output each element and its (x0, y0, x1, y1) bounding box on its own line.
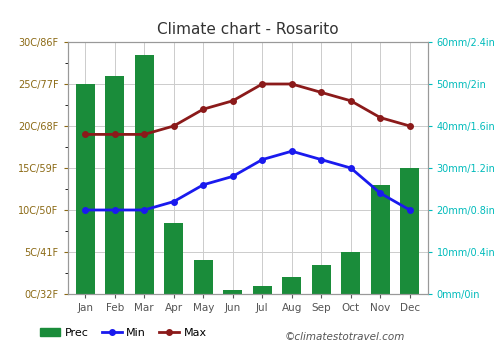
Bar (105, 76, 124, 294)
Bar (341, 252, 360, 294)
Bar (400, 168, 419, 294)
Bar (223, 290, 242, 294)
Bar (164, 223, 184, 294)
Bar (282, 277, 302, 294)
Title: Climate chart - Rosarito: Climate chart - Rosarito (156, 22, 338, 37)
Bar (252, 286, 272, 294)
Legend: Prec, Min, Max: Prec, Min, Max (36, 324, 212, 343)
Text: ©climatestotravel.com: ©climatestotravel.com (285, 332, 406, 342)
Bar (194, 260, 213, 294)
Bar (76, 84, 95, 294)
Bar (312, 265, 331, 294)
Bar (370, 185, 390, 294)
Bar (134, 55, 154, 294)
